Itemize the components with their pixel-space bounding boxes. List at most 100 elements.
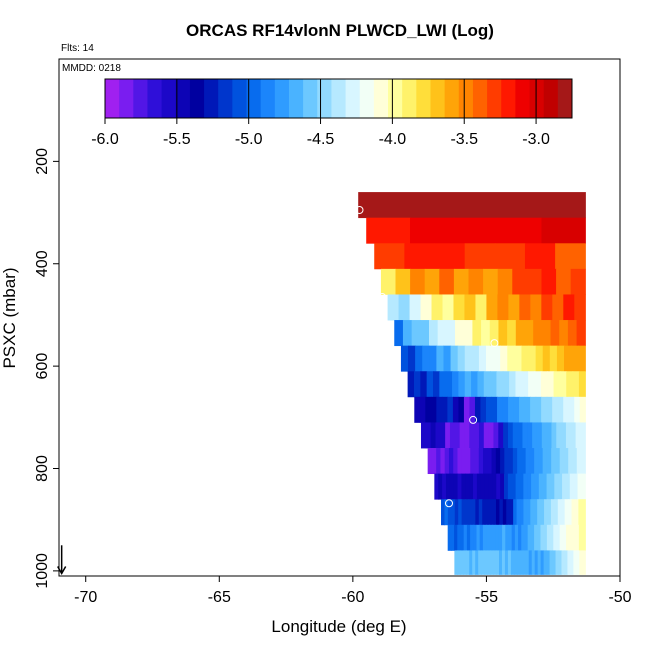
heatmap-cell xyxy=(483,268,499,295)
heatmap-cell xyxy=(574,396,581,423)
heatmap-cell xyxy=(537,550,542,575)
heatmap-cell xyxy=(444,499,449,526)
heatmap-cell xyxy=(444,448,450,475)
heatmap-cell xyxy=(492,524,497,551)
heatmap-cell xyxy=(443,345,452,372)
heatmap-cell xyxy=(573,550,577,575)
heatmap-cell xyxy=(541,422,548,449)
heatmap-cell xyxy=(440,448,446,475)
heatmap-cell xyxy=(503,422,509,449)
heatmap-cell xyxy=(541,217,586,244)
heatmap-cell xyxy=(439,268,455,295)
heatmap-cell xyxy=(497,268,513,295)
heatmap-cell xyxy=(546,448,552,475)
heatmap-cell xyxy=(530,294,542,321)
heatmap-cell xyxy=(572,371,580,398)
heatmap-cell xyxy=(422,345,430,372)
heatmap-cell xyxy=(504,473,509,500)
heatmap-cell xyxy=(478,422,485,449)
heatmap-cell xyxy=(435,422,441,449)
heatmap-cell xyxy=(486,294,499,321)
heatmap-cell xyxy=(484,550,488,575)
heatmap-cell xyxy=(554,499,559,526)
colorbar-swatch xyxy=(402,79,417,118)
heatmap-cell xyxy=(457,345,466,372)
heatmap-cell xyxy=(534,524,538,551)
heatmap-cell xyxy=(564,550,569,575)
heatmap-cell xyxy=(436,448,442,475)
heatmap-cell xyxy=(480,396,487,423)
heatmap-cell xyxy=(581,499,586,526)
heatmap-cell xyxy=(527,524,532,551)
heatmap-cell xyxy=(469,473,474,500)
y-tick-label: 1000 xyxy=(34,553,51,589)
heatmap-cell xyxy=(573,473,579,500)
heatmap-cell xyxy=(478,345,487,372)
heatmap-cell xyxy=(437,320,447,347)
heatmap-cell xyxy=(493,422,499,449)
heatmap-cell xyxy=(410,217,455,244)
heatmap-cell xyxy=(502,524,506,551)
heatmap-cell xyxy=(541,396,548,423)
heatmap-cell xyxy=(447,396,454,423)
heatmap-cell xyxy=(523,499,528,526)
heatmap-cell xyxy=(538,473,544,500)
heatmap-cell xyxy=(528,550,533,575)
heatmap-cell xyxy=(507,320,517,347)
heatmap-cell xyxy=(439,371,447,398)
colorbar-tick-label: -5.5 xyxy=(163,131,191,148)
heatmap-cell xyxy=(442,294,455,321)
heatmap-cell xyxy=(555,550,560,575)
heatmap-cell xyxy=(457,448,463,475)
heatmap-cell xyxy=(460,550,464,575)
heatmap-cell xyxy=(542,473,548,500)
x-axis-label: Longitude (deg E) xyxy=(271,617,406,636)
heatmap-cell xyxy=(544,499,549,526)
heatmap-cell xyxy=(549,550,554,575)
heatmap-cell xyxy=(572,448,578,475)
heatmap-cell xyxy=(550,473,555,500)
heatmap-cell xyxy=(575,524,580,551)
heatmap-cell xyxy=(471,345,480,372)
heatmap-cell xyxy=(495,524,500,551)
colorbar-swatch xyxy=(444,79,460,118)
heatmap-cell xyxy=(509,499,514,526)
heatmap-cell xyxy=(489,524,494,551)
heatmap-cell xyxy=(483,448,488,475)
heatmap-cell xyxy=(546,550,551,575)
heatmap-cell xyxy=(380,268,397,295)
heatmap-cell xyxy=(552,550,557,575)
heatmap-cell xyxy=(569,524,574,551)
heatmap-cell xyxy=(514,524,519,551)
heatmap-cell xyxy=(577,473,582,500)
colorbar-swatch xyxy=(529,79,545,118)
heatmap-cell xyxy=(546,473,552,500)
heatmap-cell xyxy=(524,396,531,423)
heatmap-cell xyxy=(559,320,569,347)
colorbar-swatch xyxy=(218,79,233,118)
heatmap-cell xyxy=(520,499,525,526)
heatmap-cell xyxy=(415,345,423,372)
heatmap-cell xyxy=(513,550,518,575)
heatmap-cell xyxy=(431,294,444,321)
heatmap-cell xyxy=(426,371,434,398)
x-tick-label: -70 xyxy=(74,589,97,606)
heatmap-cell xyxy=(574,499,579,526)
heatmap-cell xyxy=(470,524,474,551)
heatmap-cell xyxy=(358,192,586,219)
heatmap-cell xyxy=(420,294,433,321)
heatmap-cell xyxy=(566,371,574,398)
heatmap-cell xyxy=(547,371,555,398)
heatmap-cell xyxy=(521,371,529,398)
heatmap-cell xyxy=(454,422,461,449)
heatmap-cell xyxy=(512,268,528,295)
colorbar-tick-label: -6.0 xyxy=(91,131,119,148)
heatmap-cell xyxy=(495,448,501,475)
heatmap-cell xyxy=(501,550,506,575)
heatmap-cell xyxy=(550,320,560,347)
heatmap-cell xyxy=(561,550,566,575)
heatmap-cell xyxy=(538,448,544,475)
heatmap-cell xyxy=(527,473,532,500)
heatmap-cell xyxy=(480,473,486,500)
